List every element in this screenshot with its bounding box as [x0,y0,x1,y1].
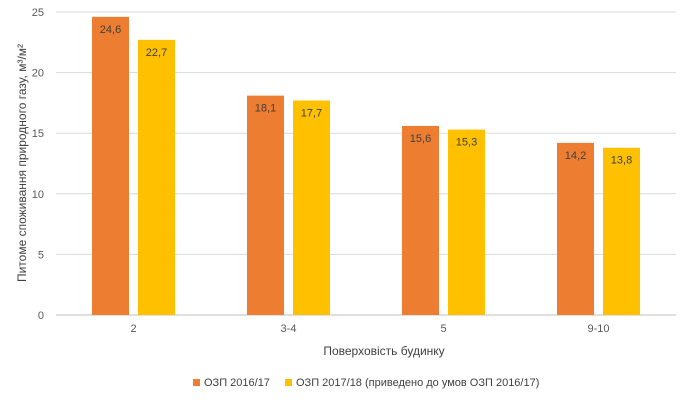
y-tick-0: 0 [38,310,44,322]
bar-2-series-1 [92,16,129,316]
data-labels: 24,6 22,7 18,1 17,7 15,6 15,3 14,2 13,8 [100,24,632,167]
y-tick-10: 10 [32,189,44,201]
data-label-5-series-2: 15,3 [456,137,477,149]
legend-swatch-ozp-2017-18 [285,379,292,386]
x-tick-2: 2 [130,323,136,335]
bar-5-series-1 [402,125,439,315]
data-label-2-series-1: 24,6 [100,24,121,36]
bars [92,16,640,316]
x-tick-9-10: 9-10 [587,323,609,335]
bar-9-10-series-1 [557,142,594,315]
legend-swatch-ozp-2016-17 [193,379,200,386]
data-label-9-10-series-1: 14,2 [565,150,586,162]
data-label-9-10-series-2: 13,8 [611,155,632,167]
x-tick-5: 5 [440,323,446,335]
y-axis-title: Питоме споживання природного газу, м³/м² [15,44,29,282]
data-label-3-4-series-1: 18,1 [255,103,276,115]
legend-label-ozp-2016-17: ОЗП 2016/17 [204,377,270,389]
y-tick-5: 5 [38,249,44,261]
bar-2-series-2 [138,39,175,315]
data-label-5-series-1: 15,6 [410,133,431,145]
y-tick-15: 15 [32,128,44,140]
x-axis-title: Поверховість будинку [323,344,444,358]
data-label-3-4-series-2: 17,7 [301,107,322,119]
legend-label-ozp-2017-18: ОЗП 2017/18 (приведено до умов ОЗП 2016/… [296,377,539,389]
x-axis-ticks: 2 3-4 5 9-10 [130,323,609,335]
bar-3-4-series-2 [293,100,330,315]
bar-3-4-series-1 [247,95,284,316]
bar-9-10-series-2 [603,147,640,315]
y-tick-25: 25 [32,7,44,19]
data-label-2-series-2: 22,7 [146,47,167,59]
bar-5-series-2 [448,129,485,315]
legend: ОЗП 2016/17 ОЗП 2017/18 (приведено до ум… [193,377,539,389]
x-tick-3-4: 3-4 [281,323,297,335]
y-tick-20: 20 [32,68,44,80]
y-axis-ticks: 0 5 10 15 20 25 [32,7,44,322]
